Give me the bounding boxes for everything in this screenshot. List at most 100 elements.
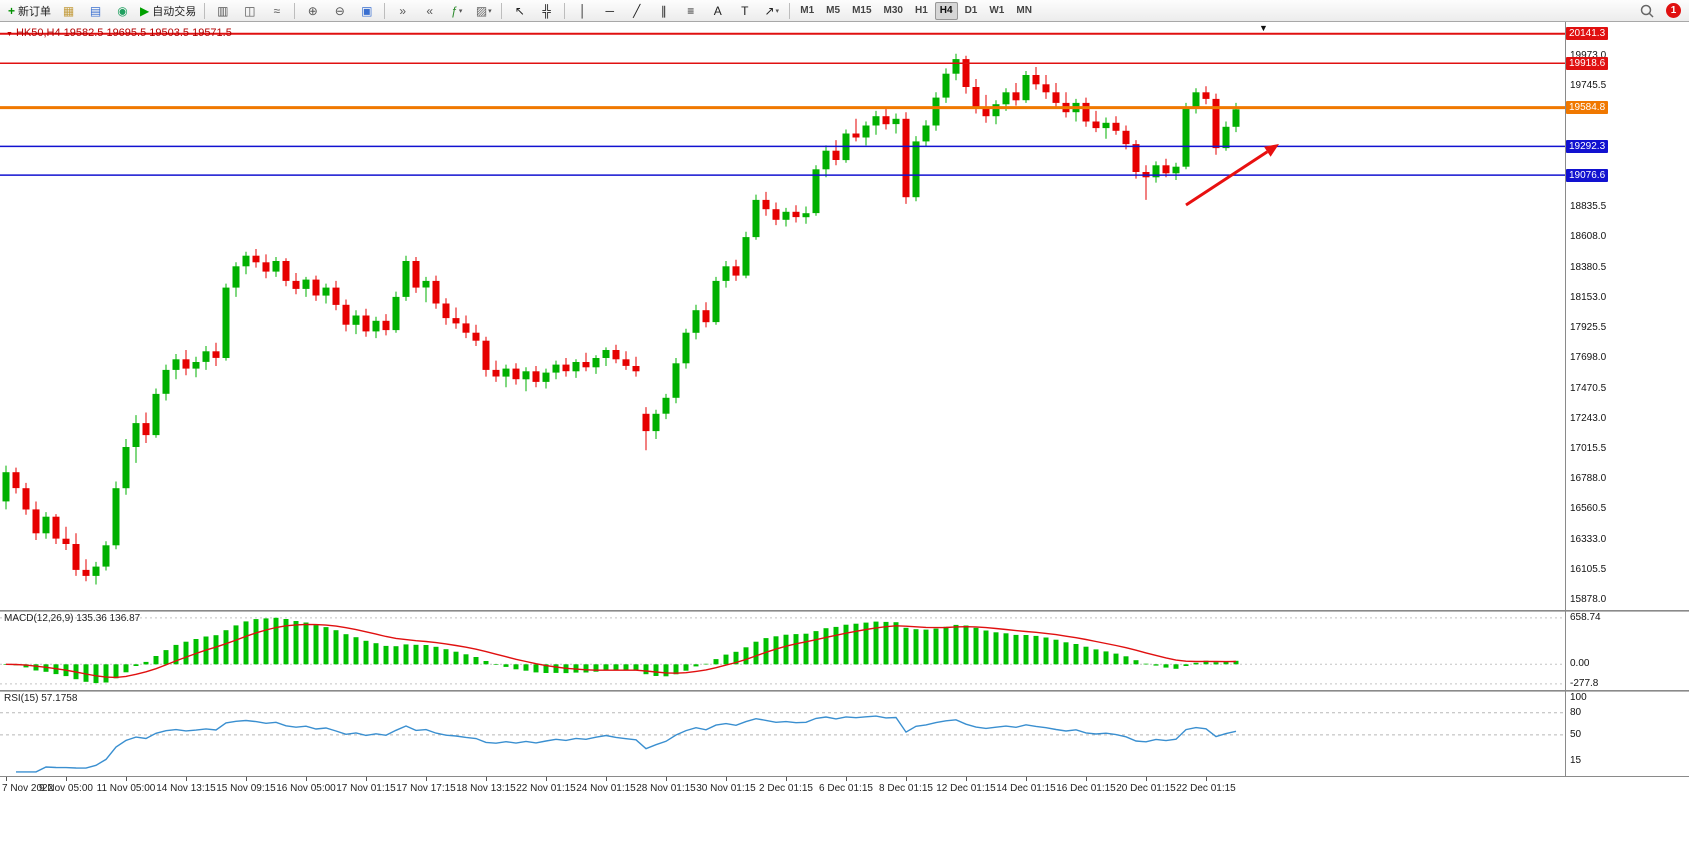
charts-grid-icon: ▦ <box>62 3 75 18</box>
time-axis-tick <box>1206 777 1207 781</box>
time-axis-label: 6 Dec 01:15 <box>819 783 873 794</box>
chevron-down-icon: ▾ <box>488 7 492 15</box>
time-axis-tick <box>246 777 247 781</box>
auto-scroll-icon: » <box>399 3 407 18</box>
notification-badge[interactable]: 1 <box>1666 3 1681 18</box>
price-axis-label: 18380.5 <box>1570 261 1607 273</box>
macd-label: MACD(12,26,9) 135.36 136.87 <box>4 613 141 624</box>
autotrading-icon: ▶ <box>140 3 150 18</box>
time-axis-tick <box>906 777 907 781</box>
time-axis-tick <box>306 777 307 781</box>
time-axis-tick <box>186 777 187 781</box>
price-axis-label: 19745.5 <box>1570 80 1607 92</box>
crosshair-button[interactable]: ╬ <box>534 0 559 21</box>
time-axis-label: 17 Nov 17:15 <box>396 783 456 794</box>
zoom-out-icon: ⊖ <box>334 3 345 18</box>
timeframe-d1-button[interactable]: D1 <box>964 5 978 16</box>
timeframe-w1-button[interactable]: W1 <box>989 5 1005 16</box>
timeframe-h4-button[interactable]: H4 <box>934 1 958 20</box>
time-axis-tick <box>1026 777 1027 781</box>
price-axis-label: 18608.0 <box>1570 231 1607 243</box>
text-label-button[interactable]: T <box>732 0 757 21</box>
timeframe-mn-button[interactable]: MN <box>1016 5 1032 16</box>
chart-shift-marker[interactable]: ▼ <box>1259 23 1268 33</box>
new-order-icon: + <box>8 3 16 18</box>
navigator-icon: ◉ <box>117 3 128 18</box>
time-axis-label: 7 Nov 2022 <box>2 783 54 794</box>
price-axis-label: 16333.0 <box>1570 533 1607 545</box>
timeframe-m30-button[interactable]: M30 <box>883 5 903 16</box>
navigator-button[interactable]: ◉ <box>110 0 135 21</box>
price-axis-label: 17015.5 <box>1570 442 1607 454</box>
toolbar-separator <box>501 2 503 19</box>
trendline-icon: ╱ <box>633 3 641 18</box>
time-axis-tick <box>486 777 487 781</box>
price-chart[interactable] <box>0 22 1565 610</box>
rsi-axis-label: 80 <box>1570 706 1582 718</box>
search-icon <box>1640 4 1654 18</box>
data-window-button[interactable]: ▤ <box>83 0 108 21</box>
text-button[interactable]: A <box>705 0 730 21</box>
autotrading-button[interactable]: ▶ 自动交易 <box>137 0 199 21</box>
fibonacci-icon: ≡ <box>687 3 695 18</box>
timeframe-m15-button[interactable]: M15 <box>852 5 872 16</box>
fibonacci-button[interactable]: ≡ <box>678 0 703 21</box>
charts-grid-button[interactable]: ▦ <box>56 0 81 21</box>
zoom-in-button[interactable]: ⊕ <box>300 0 325 21</box>
macd-panel[interactable] <box>0 612 1565 690</box>
time-axis-label: 16 Nov 05:00 <box>276 783 336 794</box>
rsi-axis-label: 100 <box>1570 691 1587 703</box>
cursor-button[interactable]: ↖ <box>507 0 532 21</box>
price-line-badge: 19918.6 <box>1566 56 1609 70</box>
new-order-button[interactable]: + 新订单 <box>5 0 54 21</box>
timeframe-h1-button[interactable]: H1 <box>914 5 928 16</box>
time-axis-tick <box>966 777 967 781</box>
autotrading-label: 自动交易 <box>152 5 197 18</box>
chart-shift-button[interactable]: « <box>417 0 442 21</box>
line-chart-button[interactable]: ≈ <box>264 0 289 21</box>
indicators-button[interactable]: ƒ ▾ <box>444 0 469 21</box>
toolbar: + 新订单 ▦ ▤ ◉ ▶ 自动交易 ▥ ◫ ≈ ⊕ ⊖ ▣» «ƒ ▾ ▨ ▾ ↖ ╬ │ ─ ╱ ∥ ≡ A T ↗ ▾ M1 M5 M… <box>0 0 1689 22</box>
arrows-button[interactable]: ↗ ▾ <box>759 0 784 21</box>
toolbar-separator <box>564 2 566 19</box>
panel-separator[interactable] <box>0 610 1689 612</box>
rsi-axis-label: 50 <box>1570 728 1582 740</box>
macd-axis-label: 658.74 <box>1570 611 1601 623</box>
time-axis-label: 28 Nov 01:15 <box>636 783 696 794</box>
bar-chart-button[interactable]: ▥ <box>210 0 235 21</box>
auto-scroll-button[interactable]: » <box>390 0 415 21</box>
templates-button[interactable]: ▨ ▾ <box>471 0 496 21</box>
horizontal-line-button[interactable]: ─ <box>597 0 622 21</box>
trendline-button[interactable]: ╱ <box>624 0 649 21</box>
tile-windows-button[interactable]: ▣ <box>354 0 379 21</box>
price-axis-label: 17698.0 <box>1570 352 1607 364</box>
equidistant-channel-icon: ∥ <box>660 3 667 18</box>
cursor-icon: ↖ <box>514 3 525 18</box>
toolbar-right-group: 1 <box>1633 0 1685 21</box>
toolbar-separator <box>384 2 386 19</box>
price-axis-label: 16560.5 <box>1570 503 1607 515</box>
time-axis-label: 14 Dec 01:15 <box>996 783 1056 794</box>
timeframe-m5-button[interactable]: M5 <box>826 5 841 16</box>
time-axis-tick <box>1086 777 1087 781</box>
timeframe-m1-button[interactable]: M1 <box>800 5 815 16</box>
chevron-down-icon: ▾ <box>458 7 463 15</box>
candlestick-chart-button[interactable]: ◫ <box>237 0 262 21</box>
vertical-line-button[interactable]: │ <box>570 0 595 21</box>
equidistant-channel-button[interactable]: ∥ <box>651 0 676 21</box>
panel-separator[interactable] <box>0 690 1689 692</box>
search-button[interactable] <box>1634 0 1659 21</box>
price-axis-label: 16788.0 <box>1570 473 1607 485</box>
symbol-marker-icon: ▼ <box>6 31 13 38</box>
chart-title-text: HK50,H4 19582.5 19695.5 19503.5 19571.5 <box>15 27 232 39</box>
time-axis-label: 14 Nov 13:15 <box>156 783 216 794</box>
price-axis-label: 15878.0 <box>1570 594 1607 605</box>
tile-windows-icon: ▣ <box>361 3 373 18</box>
time-axis-tick <box>366 777 367 781</box>
templates-icon: ▨ <box>475 3 488 18</box>
time-axis-tick <box>126 777 127 781</box>
rsi-panel[interactable] <box>0 692 1565 776</box>
time-axis-label: 24 Nov 01:15 <box>576 783 636 794</box>
time-axis-tick <box>606 777 607 781</box>
zoom-out-button[interactable]: ⊖ <box>327 0 352 21</box>
